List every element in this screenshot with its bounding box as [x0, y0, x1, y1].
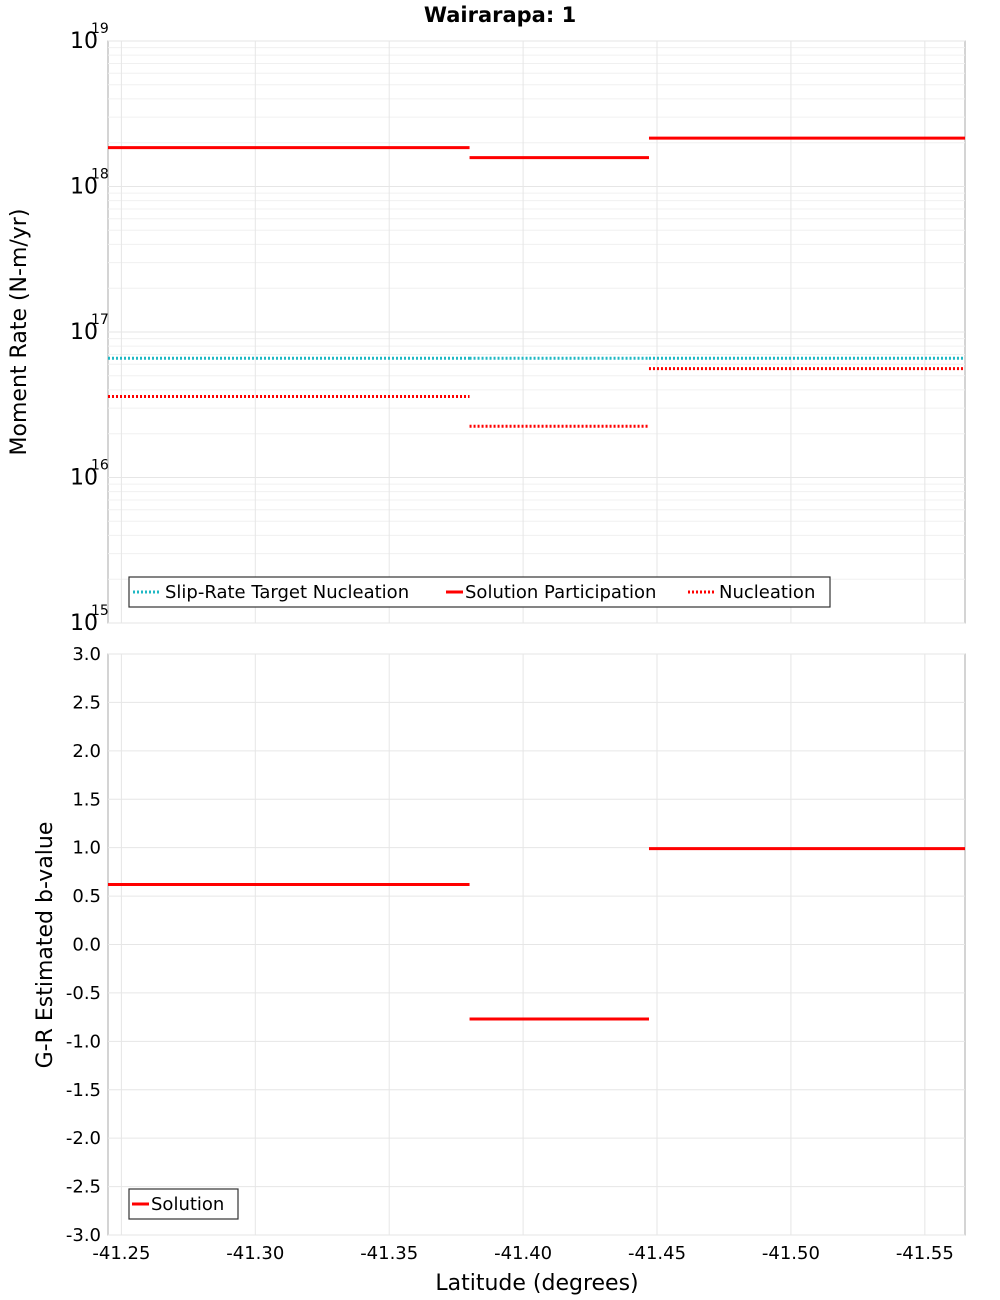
legend-label-slip-rate-target: Slip-Rate Target Nucleation: [165, 582, 409, 603]
moment-rate-legend-box: [128, 576, 831, 608]
b-value-series: [108, 847, 965, 1021]
y-tick-label: 2.5: [72, 692, 101, 713]
b-value-y-axis-label: G-R Estimated b-value: [33, 822, 58, 1069]
y-tick-label-exponent: 19: [91, 21, 109, 37]
y-tick-label-base: 10: [70, 29, 98, 54]
x-tick-label: -41.25: [92, 1243, 150, 1264]
moment-rate-y-axis-label: Moment Rate (N-m/yr): [7, 209, 32, 456]
b-value-y-ticks: 3.0 2.5 2.0 1.5 1.0 0.5 0.0 -0.5 -1.0 -1.5 -2.0 -2.…: [66, 644, 101, 1246]
x-tick-label: -41.35: [360, 1243, 418, 1264]
y-tick-label: -2.0: [66, 1128, 101, 1149]
y-tick-label-base: 10: [70, 320, 98, 345]
y-tick-label: 1.0: [72, 838, 101, 859]
y-tick-label-base: 10: [70, 611, 98, 636]
b-value-legend: Solution: [128, 1188, 239, 1220]
y-tick-label: -1.0: [66, 1031, 101, 1052]
x-tick-label: -41.55: [896, 1243, 954, 1264]
y-tick-label: 0.0: [72, 935, 101, 956]
legend-label-solution: Solution: [151, 1194, 224, 1215]
chart-title: Wairarapa: 1: [424, 3, 576, 27]
x-tick-label: -41.50: [762, 1243, 820, 1264]
moment-rate-legend: Slip-Rate Target Nucleation Solution Par…: [128, 576, 831, 608]
y-tick-label-exponent: 18: [91, 167, 109, 183]
x-tick-label: -41.30: [226, 1243, 284, 1264]
y-tick-label: 0.5: [72, 886, 101, 907]
y-tick-label: 2.0: [72, 741, 101, 762]
y-tick-label: 3.0: [72, 644, 101, 665]
b-value-grid: [108, 653, 965, 1236]
x-axis-label: Latitude (degrees): [435, 1271, 638, 1296]
latitude-x-ticks: -41.25 -41.30 -41.35 -41.40 -41.45 -41.50 -41.…: [92, 1243, 953, 1264]
y-tick-label-exponent: 16: [91, 458, 109, 474]
y-tick-label: -1.5: [66, 1080, 101, 1101]
x-tick-label: -41.40: [494, 1243, 552, 1264]
y-tick-label: 1.5: [72, 789, 101, 810]
y-tick-label-exponent: 15: [91, 603, 109, 619]
x-tick-label: -41.45: [628, 1243, 686, 1264]
y-tick-label-base: 10: [70, 466, 98, 491]
b-value-panel: 3.0 2.5 2.0 1.5 1.0 0.5 0.0 -0.5 -1.0 -1.5 -2.0 -2.…: [33, 644, 966, 1296]
y-tick-label: -0.5: [66, 983, 101, 1004]
y-tick-label: -3.0: [66, 1225, 101, 1246]
y-tick-label-base: 10: [70, 175, 98, 200]
y-tick-label: -2.5: [66, 1177, 101, 1198]
moment-rate-series: [108, 136, 965, 428]
legend-label-nucleation: Nucleation: [719, 582, 815, 603]
y-tick-label-exponent: 17: [91, 312, 109, 328]
legend-label-solution-participation: Solution Participation: [465, 582, 656, 603]
